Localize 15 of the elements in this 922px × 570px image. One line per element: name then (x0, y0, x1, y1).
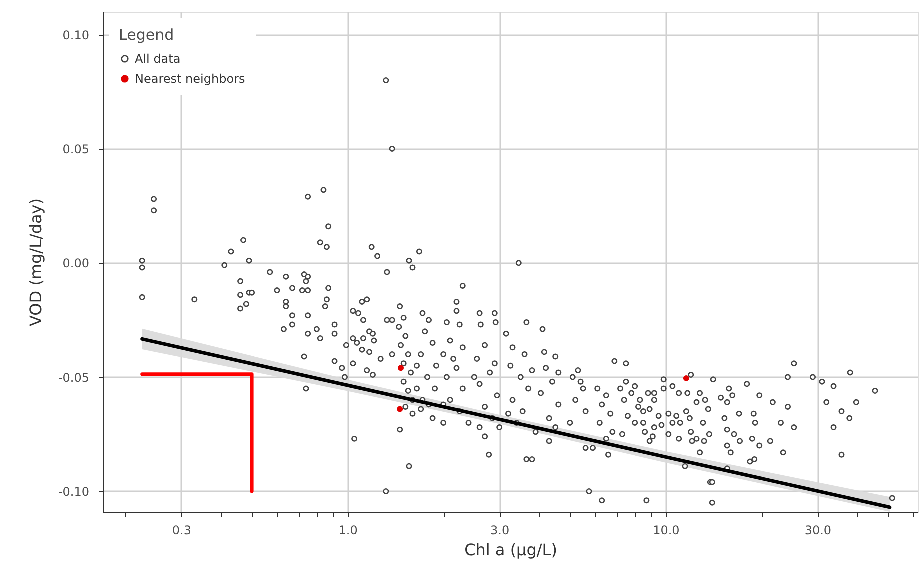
y-tick-label: -0.10 (58, 484, 90, 499)
x-tick-label: 10.0 (653, 524, 680, 538)
y-tick-label: 0.05 (62, 142, 90, 156)
legend-label: All data (135, 52, 181, 66)
y-tick-label: 0.10 (62, 28, 90, 42)
legend-title: Legend (119, 26, 174, 44)
y-axis-title: VOD (mg/L/day) (26, 198, 46, 327)
x-tick-label: 3.0 (490, 524, 510, 538)
x-tick-label: 0.3 (172, 524, 192, 538)
legend-label: Nearest neighbors (135, 72, 246, 86)
x-axis-title: Chl a (μg/L) (464, 540, 558, 560)
x-tick-label: 1.0 (338, 524, 358, 538)
y-tick-label: 0.00 (62, 256, 90, 271)
y-tick-label: -0.05 (58, 370, 90, 385)
x-tick-label: 30.0 (804, 524, 832, 538)
